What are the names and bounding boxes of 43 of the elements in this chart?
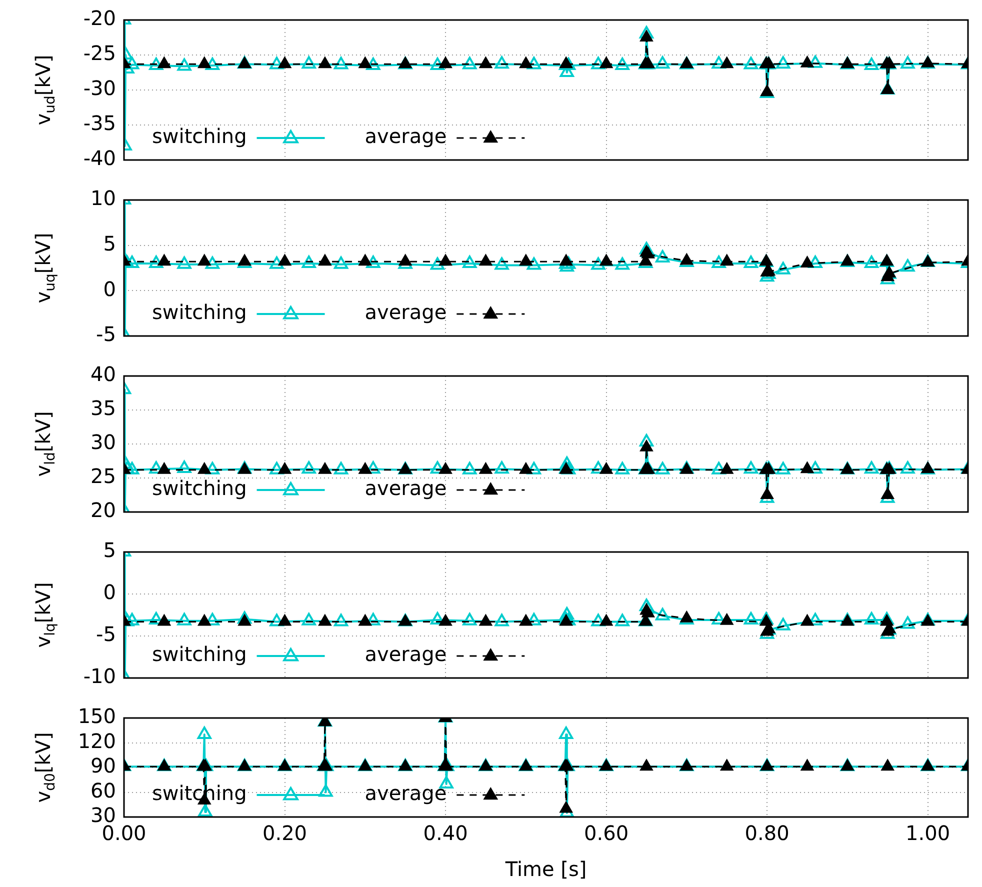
y-tick-label: -5 bbox=[96, 322, 116, 346]
x-tick-label: 1.00 bbox=[906, 821, 950, 846]
y-axis-title: vld[kV] bbox=[31, 411, 59, 477]
legend-label: average bbox=[364, 642, 447, 666]
y-tick-label: -30 bbox=[83, 76, 116, 100]
x-tick-label: 0.40 bbox=[423, 821, 468, 846]
y-tick-label: -5 bbox=[96, 622, 116, 646]
legend-label: average bbox=[364, 476, 447, 500]
x-tick-label: 0.00 bbox=[102, 821, 146, 846]
y-tick-label: 25 bbox=[90, 464, 116, 488]
y-tick-label: 0 bbox=[103, 276, 116, 301]
y-tick-label: -40 bbox=[83, 146, 116, 170]
y-tick-label: 30 bbox=[90, 430, 116, 454]
y-tick-label: 60 bbox=[90, 778, 116, 802]
y-tick-label: 0 bbox=[103, 580, 116, 604]
legend-label: switching bbox=[152, 124, 247, 148]
y-tick-label: 40 bbox=[90, 362, 116, 386]
y-tick-label: 10 bbox=[90, 186, 116, 210]
y-tick-label: -20 bbox=[83, 6, 116, 30]
legend-label: switching bbox=[152, 300, 247, 324]
x-tick-label: 0.20 bbox=[262, 821, 308, 846]
y-tick-label: 120 bbox=[78, 728, 116, 753]
x-tick-label: 0.60 bbox=[584, 821, 629, 846]
y-axis-title: vd0[kV] bbox=[31, 732, 59, 803]
y-axis-title: vlq[kV] bbox=[31, 582, 59, 648]
legend-label: average bbox=[364, 300, 447, 324]
y-tick-label: -25 bbox=[83, 41, 116, 66]
y-tick-label: -35 bbox=[83, 111, 116, 136]
x-axis-title: Time [s] bbox=[504, 857, 587, 882]
legend-label: switching bbox=[152, 642, 247, 666]
x-tick-label: 0.80 bbox=[744, 821, 790, 846]
y-tick-label: -10 bbox=[83, 664, 116, 688]
y-tick-label: 20 bbox=[90, 498, 116, 522]
y-axis-title: vuq[kV] bbox=[31, 232, 59, 304]
y-tick-label: 5 bbox=[103, 538, 116, 562]
y-tick-label: 35 bbox=[90, 396, 116, 420]
y-tick-label: 90 bbox=[90, 754, 116, 778]
legend-label: average bbox=[364, 781, 447, 806]
y-axis-title: vud[kV] bbox=[31, 54, 59, 126]
y-tick-label: 150 bbox=[78, 704, 116, 728]
y-tick-label: 5 bbox=[103, 232, 116, 256]
legend-label: switching bbox=[152, 476, 247, 500]
legend-label: average bbox=[364, 124, 447, 148]
